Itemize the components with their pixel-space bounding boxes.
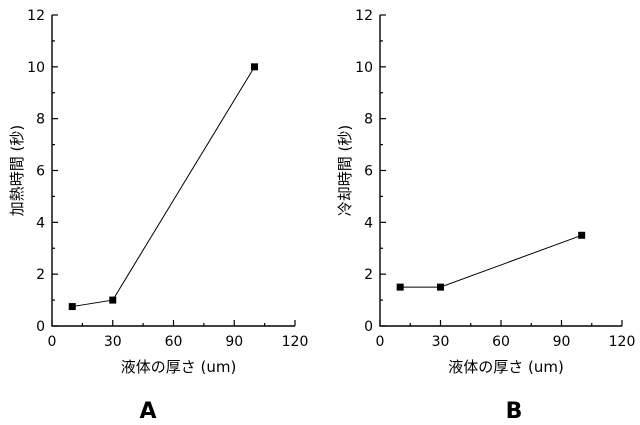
data-point bbox=[578, 232, 585, 239]
y-axis-label: 冷却時間 (秒) bbox=[336, 125, 354, 216]
y-tick-label: 6 bbox=[364, 164, 373, 180]
axes-frame bbox=[52, 15, 295, 326]
x-tick-label: 60 bbox=[492, 334, 510, 350]
y-tick-label: 4 bbox=[36, 215, 45, 231]
y-axis-label: 加熱時間 (秒) bbox=[8, 125, 26, 216]
y-tick-label: 2 bbox=[364, 267, 373, 283]
axes-frame bbox=[380, 15, 622, 326]
panel-letter: B bbox=[506, 399, 523, 424]
data-point bbox=[397, 284, 404, 291]
data-point bbox=[251, 63, 258, 70]
chart-panel-b: 0246810120306090120液体の厚さ (um)冷却時間 (秒)B bbox=[336, 8, 635, 424]
y-tick-label: 4 bbox=[364, 215, 373, 231]
y-tick-label: 12 bbox=[27, 8, 45, 24]
x-tick-label: 0 bbox=[376, 334, 385, 350]
y-tick-label: 0 bbox=[36, 319, 45, 335]
x-tick-label: 30 bbox=[104, 334, 122, 350]
x-axis-label: 液体の厚さ (um) bbox=[121, 358, 237, 376]
x-tick-label: 0 bbox=[48, 334, 57, 350]
x-tick-label: 90 bbox=[225, 334, 243, 350]
y-tick-label: 8 bbox=[364, 112, 373, 128]
y-tick-label: 10 bbox=[355, 60, 373, 76]
data-point bbox=[109, 297, 116, 304]
series-line bbox=[400, 235, 582, 287]
y-tick-label: 0 bbox=[364, 319, 373, 335]
y-tick-label: 8 bbox=[36, 112, 45, 128]
data-point bbox=[69, 303, 76, 310]
x-tick-label: 120 bbox=[282, 334, 309, 350]
x-tick-label: 30 bbox=[432, 334, 450, 350]
y-tick-label: 12 bbox=[355, 8, 373, 24]
x-tick-label: 120 bbox=[609, 334, 636, 350]
x-tick-label: 60 bbox=[165, 334, 183, 350]
y-tick-label: 2 bbox=[36, 267, 45, 283]
x-tick-label: 90 bbox=[553, 334, 571, 350]
series-line bbox=[72, 67, 254, 307]
y-tick-label: 6 bbox=[36, 164, 45, 180]
data-point bbox=[437, 284, 444, 291]
x-axis-label: 液体の厚さ (um) bbox=[448, 358, 564, 376]
chart-panel-a: 0246810120306090120液体の厚さ (um)加熱時間 (秒)A bbox=[8, 8, 308, 424]
y-tick-label: 10 bbox=[27, 60, 45, 76]
panel-letter: A bbox=[139, 399, 156, 424]
